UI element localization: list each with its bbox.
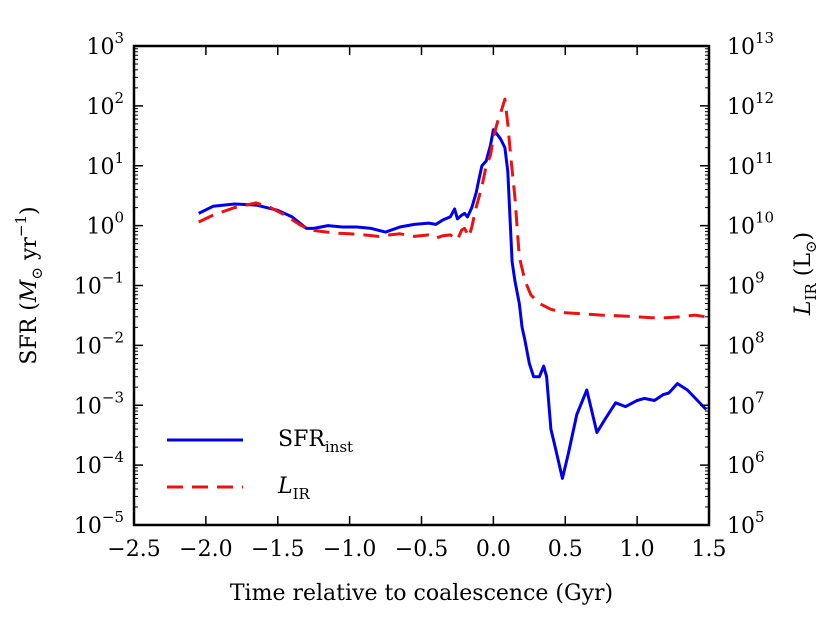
- y-tick-exponent: 2: [114, 89, 124, 107]
- y2-tick-base: 10: [727, 215, 755, 240]
- y-tick-exponent: −4: [102, 448, 124, 466]
- y2-tick-exponent: 10: [755, 209, 774, 227]
- y-tick-label: 10−2: [74, 328, 124, 359]
- y-tick-label: 10−1: [74, 269, 124, 300]
- plot-frame: [132, 44, 711, 527]
- y-tick-base: 10: [74, 514, 102, 539]
- y-axis-label-unit: yr: [17, 237, 42, 267]
- y2-tick-exponent: 9: [755, 269, 765, 287]
- y2-axis-label-sun: ⊙: [802, 240, 820, 253]
- legend-label-lir: LIR: [277, 474, 311, 503]
- y2-tick-base: 10: [727, 454, 755, 479]
- y-tick-label: 10−4: [74, 448, 124, 479]
- y-tick-label: 103: [86, 29, 124, 60]
- x-tick-label: 1.5: [692, 537, 727, 562]
- y2-tick-base: 10: [727, 95, 755, 120]
- y2-tick-label: 105: [727, 508, 765, 539]
- y-tick-exponent: −1: [102, 269, 124, 287]
- y2-tick-exponent: 11: [755, 149, 774, 167]
- y-tick-base: 10: [74, 334, 102, 359]
- y-tick-label: 10−3: [74, 388, 124, 419]
- y-axis-label-close: ): [17, 206, 42, 215]
- y-tick-exponent: −3: [102, 388, 124, 406]
- y-tick-exponent: −2: [102, 328, 124, 346]
- y-tick-base: 10: [86, 155, 114, 180]
- y2-tick-label: 1013: [727, 29, 774, 60]
- y-tick-base: 10: [74, 454, 102, 479]
- legend-label-sfr-main: SFR: [278, 427, 326, 452]
- legend-label-lir-sub: IR: [293, 485, 311, 503]
- y2-tick-base: 10: [727, 275, 755, 300]
- x-tick-label: −0.5: [395, 537, 448, 562]
- legend-label-sfr-sub: inst: [325, 438, 353, 456]
- y2-tick-base: 10: [727, 394, 755, 419]
- y-tick-base: 10: [74, 275, 102, 300]
- legend-label-sfr-inst: SFRinst: [278, 427, 353, 456]
- y-tick-exponent: 1: [114, 149, 124, 167]
- y2-tick-base: 10: [727, 334, 755, 359]
- y2-axis-label-sub: IR: [802, 283, 820, 301]
- y2-tick-label: 109: [727, 269, 765, 300]
- y2-tick-label: 1012: [727, 89, 774, 120]
- y-tick-base: 10: [86, 35, 114, 60]
- y2-tick-base: 10: [727, 155, 755, 180]
- legend: SFRinst LIR: [167, 427, 353, 503]
- y-tick-label: 10−5: [74, 508, 124, 539]
- y2-tick-label: 1010: [727, 209, 774, 240]
- y2-tick-exponent: 13: [755, 29, 774, 47]
- y-axis-label-sup: −1: [12, 215, 30, 237]
- y-axis-label-base: SFR (: [17, 302, 42, 364]
- y-tick-label: 102: [86, 89, 124, 120]
- y2-tick-exponent: 12: [755, 89, 774, 107]
- y2-axis-label: LIR (L⊙): [791, 232, 820, 316]
- y-tick-label: 101: [86, 149, 124, 180]
- y2-tick-exponent: 7: [755, 388, 765, 406]
- x-tick-label: 1.0: [620, 537, 655, 562]
- y-tick-base: 10: [74, 394, 102, 419]
- ticks-layer: −2.5 −2.0 −1.5 −1.0 −0.5 0.0 0.5 1.0 1.510−510−4…: [74, 29, 774, 562]
- y2-tick-exponent: 6: [755, 448, 765, 466]
- y-axis-label-symbol: M: [17, 279, 42, 303]
- y2-axis-label-symbol: L: [791, 300, 816, 316]
- y-tick-exponent: 3: [114, 29, 124, 47]
- y-tick-label: 100: [86, 209, 124, 240]
- x-tick-label: −2.5: [107, 537, 160, 562]
- x-tick-label: −1.5: [251, 537, 304, 562]
- y2-axis-label-rest: (L: [791, 253, 816, 284]
- x-tick-label: 0.5: [548, 537, 583, 562]
- y-axis-label: SFR (M⊙ yr−1): [12, 206, 46, 364]
- y2-tick-exponent: 5: [755, 508, 765, 526]
- y-tick-exponent: −5: [102, 508, 124, 526]
- y2-tick-base: 10: [727, 514, 755, 539]
- y2-tick-label: 1011: [727, 149, 774, 180]
- y2-tick-exponent: 8: [755, 328, 765, 346]
- series-layer: [198, 97, 708, 480]
- x-tick-label: −2.0: [179, 537, 232, 562]
- x-tick-label: 0.0: [476, 537, 511, 562]
- y-tick-exponent: 0: [114, 209, 124, 227]
- y-tick-base: 10: [86, 215, 114, 240]
- y2-tick-label: 108: [727, 328, 765, 359]
- y2-tick-base: 10: [727, 35, 755, 60]
- y-axis-label-sub: ⊙: [28, 267, 46, 280]
- y-tick-base: 10: [86, 95, 114, 120]
- series-line-sfr-inst: [198, 128, 708, 480]
- legend-label-lir-main: L: [277, 474, 293, 499]
- x-tick-label: −1.0: [323, 537, 376, 562]
- y2-axis-label-close: ): [791, 232, 816, 241]
- series-line-lir: [198, 97, 707, 320]
- x-axis-label: Time relative to coalescence (Gyr): [230, 581, 613, 606]
- y2-tick-label: 106: [727, 448, 765, 479]
- y2-tick-label: 107: [727, 388, 765, 419]
